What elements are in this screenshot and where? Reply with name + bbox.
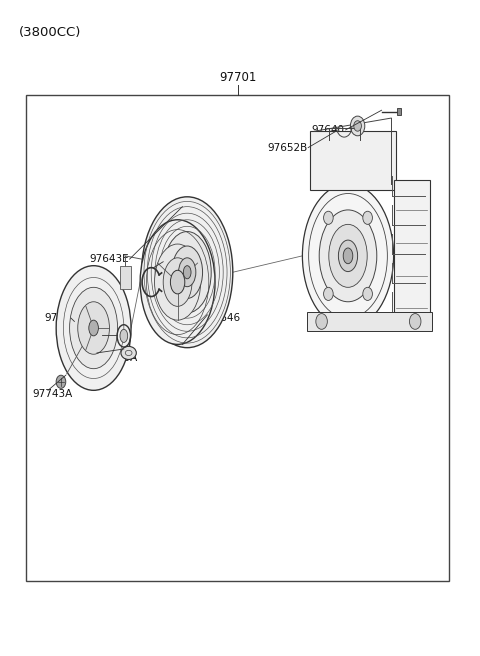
Ellipse shape	[163, 258, 192, 306]
Ellipse shape	[319, 210, 377, 302]
Text: 97711B: 97711B	[163, 254, 204, 264]
Circle shape	[316, 314, 327, 329]
Circle shape	[409, 314, 421, 329]
Text: 97643A: 97643A	[97, 352, 137, 363]
Ellipse shape	[70, 287, 118, 369]
Ellipse shape	[89, 320, 98, 336]
Circle shape	[350, 116, 365, 136]
Text: 97646: 97646	[207, 313, 240, 323]
Text: (3800CC): (3800CC)	[19, 26, 82, 39]
Ellipse shape	[78, 302, 109, 354]
Bar	[120, 266, 131, 289]
Text: 97701: 97701	[219, 71, 256, 84]
Ellipse shape	[343, 248, 353, 264]
Ellipse shape	[140, 220, 215, 344]
Bar	[307, 312, 432, 331]
Bar	[397, 108, 401, 115]
Ellipse shape	[163, 232, 211, 313]
Ellipse shape	[183, 266, 191, 279]
Ellipse shape	[302, 184, 394, 328]
Circle shape	[56, 375, 66, 388]
Text: 97643E: 97643E	[89, 254, 129, 264]
Ellipse shape	[120, 329, 128, 342]
Text: 97652B: 97652B	[267, 142, 307, 153]
Bar	[394, 180, 430, 328]
Bar	[26, 95, 449, 581]
Ellipse shape	[338, 240, 358, 272]
Text: 97644C: 97644C	[45, 313, 85, 323]
Circle shape	[363, 211, 372, 224]
Text: 97640: 97640	[312, 125, 345, 135]
Bar	[310, 131, 396, 190]
Ellipse shape	[56, 266, 131, 390]
Circle shape	[363, 287, 372, 300]
Text: 97743A: 97743A	[33, 388, 73, 399]
Circle shape	[324, 287, 333, 300]
Ellipse shape	[155, 244, 201, 320]
Circle shape	[354, 121, 361, 131]
Ellipse shape	[142, 197, 233, 348]
Circle shape	[324, 211, 333, 224]
Ellipse shape	[170, 270, 185, 294]
Ellipse shape	[329, 224, 367, 287]
Text: 97646B: 97646B	[81, 329, 121, 340]
Ellipse shape	[172, 246, 203, 298]
Ellipse shape	[121, 346, 136, 359]
Ellipse shape	[179, 258, 196, 287]
